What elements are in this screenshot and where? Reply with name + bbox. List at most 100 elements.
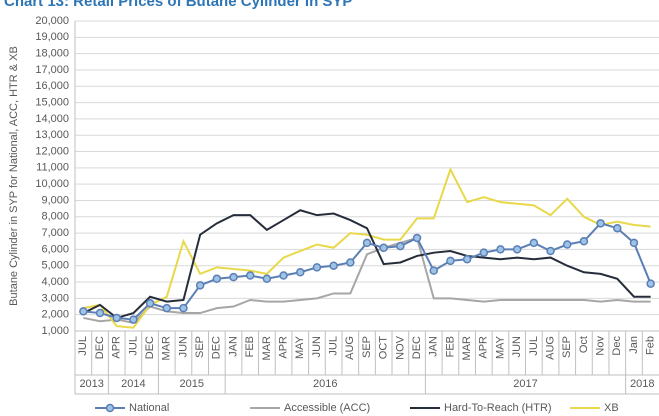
point xyxy=(462,254,472,264)
point xyxy=(629,238,639,248)
x-tick-label: MAR xyxy=(261,336,273,361)
y-tick-label: 17,000 xyxy=(35,64,69,76)
point xyxy=(596,219,605,228)
point xyxy=(312,263,322,272)
point xyxy=(179,303,188,313)
point xyxy=(396,241,405,251)
x-tick-label: SEP xyxy=(194,336,206,358)
y-tick-label: 13,000 xyxy=(35,129,69,141)
x-tick-label: FEB xyxy=(244,336,256,357)
point xyxy=(579,237,589,246)
x-tick-label: JUL xyxy=(328,336,340,356)
y-tick-label: 19,000 xyxy=(35,31,69,43)
y-tick-label: 2,000 xyxy=(41,309,69,321)
point xyxy=(296,268,305,277)
series-line xyxy=(82,209,651,320)
point xyxy=(446,256,455,266)
x-tick-label: JUL xyxy=(127,336,139,356)
y-tick-label: 4,000 xyxy=(41,276,69,288)
point xyxy=(195,281,205,290)
point xyxy=(145,299,155,308)
y-axis-title: Butane Cylinder in SYP for National, ACC… xyxy=(8,46,20,306)
x-tick-label: Jan xyxy=(628,336,640,354)
year-label: 2015 xyxy=(180,378,204,390)
y-tick-label: 14,000 xyxy=(35,113,69,125)
x-tick-label: MAR xyxy=(461,336,473,361)
x-tick-label: Dec xyxy=(611,336,623,356)
point xyxy=(529,238,539,248)
point xyxy=(429,266,438,275)
x-tick-label: APR xyxy=(111,336,123,359)
point xyxy=(346,258,355,267)
x-tick-label: MAY xyxy=(494,335,506,359)
y-tick-label: 15,000 xyxy=(35,96,69,108)
point xyxy=(129,315,138,324)
x-tick-label: MAY xyxy=(294,335,306,359)
y-tick-label: 6,000 xyxy=(41,243,69,255)
x-tick-label: MAR xyxy=(161,336,173,361)
year-label: 2013 xyxy=(79,378,103,390)
x-tick-label: APR xyxy=(277,336,289,359)
point xyxy=(379,243,388,253)
y-tick-label: 20,000 xyxy=(35,15,69,27)
x-tick-label: DEC xyxy=(411,336,423,359)
point xyxy=(162,303,172,313)
x-tick-label: FEB xyxy=(444,336,456,357)
x-tick-label: DEC xyxy=(144,336,156,359)
x-tick-label: APR xyxy=(478,336,490,359)
point xyxy=(262,274,272,284)
x-tick-label: JAN xyxy=(227,336,239,357)
point xyxy=(412,233,422,243)
y-tick-label: 8,000 xyxy=(41,211,69,223)
x-tick-label: SEP xyxy=(561,336,573,358)
point xyxy=(279,271,288,280)
year-label: 2014 xyxy=(121,378,145,390)
point xyxy=(112,313,121,323)
series-line xyxy=(83,166,651,329)
x-tick-label: DEC xyxy=(94,336,106,359)
legend-label: XB xyxy=(604,402,619,414)
y-tick-label: 18,000 xyxy=(35,48,69,60)
y-tick-label: 1,000 xyxy=(41,325,69,337)
point xyxy=(496,245,505,254)
x-tick-label: JUN xyxy=(511,336,523,357)
x-tick-label: Oct xyxy=(578,336,590,353)
point xyxy=(646,279,655,288)
x-tick-label: DEC xyxy=(211,336,223,359)
y-tick-label: 7,000 xyxy=(41,227,69,239)
legend-marker xyxy=(105,403,115,413)
y-tick-label: 5,000 xyxy=(41,260,69,272)
point xyxy=(562,240,572,249)
point xyxy=(613,223,622,233)
point xyxy=(329,261,338,270)
x-tick-label: AUG xyxy=(544,336,556,360)
year-label: 2017 xyxy=(513,378,537,390)
year-label: 2018 xyxy=(630,378,654,390)
point xyxy=(79,307,88,316)
year-label: 2016 xyxy=(313,378,337,390)
x-tick-label: JAN xyxy=(428,336,440,357)
point xyxy=(362,238,372,248)
x-tick-label: SEP xyxy=(361,336,373,358)
x-tick-label: AUG xyxy=(344,336,356,360)
y-tick-label: 16,000 xyxy=(35,80,69,92)
y-tick-label: 10,000 xyxy=(35,178,69,190)
x-tick-label: JUN xyxy=(177,336,189,357)
y-tick-label: 9,000 xyxy=(41,194,69,206)
series-line xyxy=(83,236,651,324)
x-tick-label: OCT xyxy=(378,336,390,360)
chart-title: Chart 13: Retail Prices of Butane Cylind… xyxy=(4,0,352,10)
point xyxy=(212,274,222,284)
x-tick-label: JUL xyxy=(528,336,540,356)
x-tick-label: Nov xyxy=(595,336,607,356)
legend-label: Accessible (ACC) xyxy=(284,402,370,414)
x-tick-label: Feb xyxy=(645,336,657,355)
y-tick-label: 3,000 xyxy=(41,292,69,304)
point xyxy=(245,271,255,280)
x-tick-label: JUL xyxy=(77,336,89,356)
point xyxy=(546,246,555,256)
point xyxy=(95,308,105,318)
point xyxy=(229,272,238,282)
legend-label: National xyxy=(129,402,169,414)
